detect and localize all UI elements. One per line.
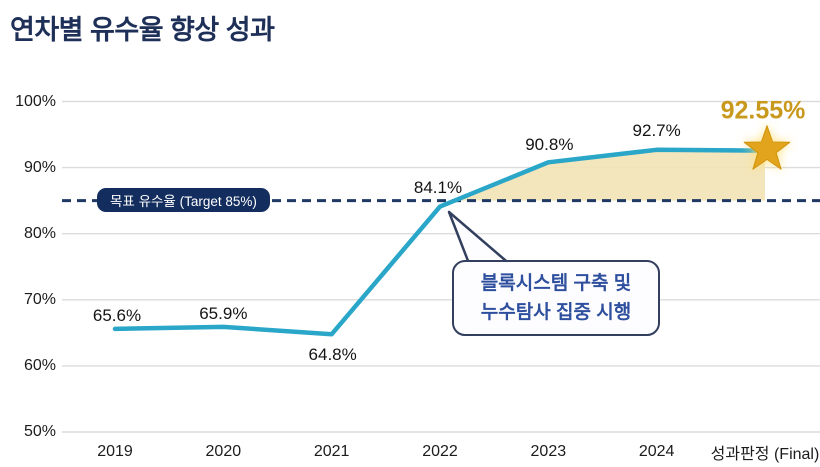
data-label: 65.9% [199,303,248,323]
x-axis-label: 2024 [638,443,675,460]
data-label: 90.8% [525,135,574,155]
page-title: 연차별 유수율 향상 성과 [10,15,275,45]
data-label: 65.6% [92,305,142,325]
callout-bubble: 블록시스템 구축 및 누수탐사 집중 시행 [452,260,660,336]
y-axis-label: 50% [23,423,56,440]
callout-text-line2: 누수탐사 집중 시행 [480,302,632,323]
data-label: 84.1% [413,177,463,197]
target-line-label: 목표 유수율 (Target 85%) [97,188,270,212]
x-axis-label: 2019 [97,443,133,460]
x-axis-label: 2020 [205,443,242,460]
x-axis-label: 2021 [313,443,350,460]
callout-text-line1: 블록시스템 구축 및 [480,272,632,294]
x-axis-label: 성과판정 (Final) [710,446,820,463]
data-label: 64.8% [308,345,357,365]
series-line [112,147,768,337]
y-axis-label: 60% [23,356,56,374]
star-icon [743,125,791,170]
y-axis-label: 90% [23,158,56,176]
y-axis-label: 80% [23,224,56,242]
y-axis-label: 100% [15,92,56,110]
x-axis-label: 2023 [530,443,567,460]
above-target-shaded-area [454,149,765,201]
final-value-label: 92.55% [720,96,806,125]
y-axis-label: 70% [23,290,56,308]
data-label: 92.7% [632,120,681,140]
x-axis-label: 2022 [422,443,458,460]
callout-tail [447,210,514,268]
